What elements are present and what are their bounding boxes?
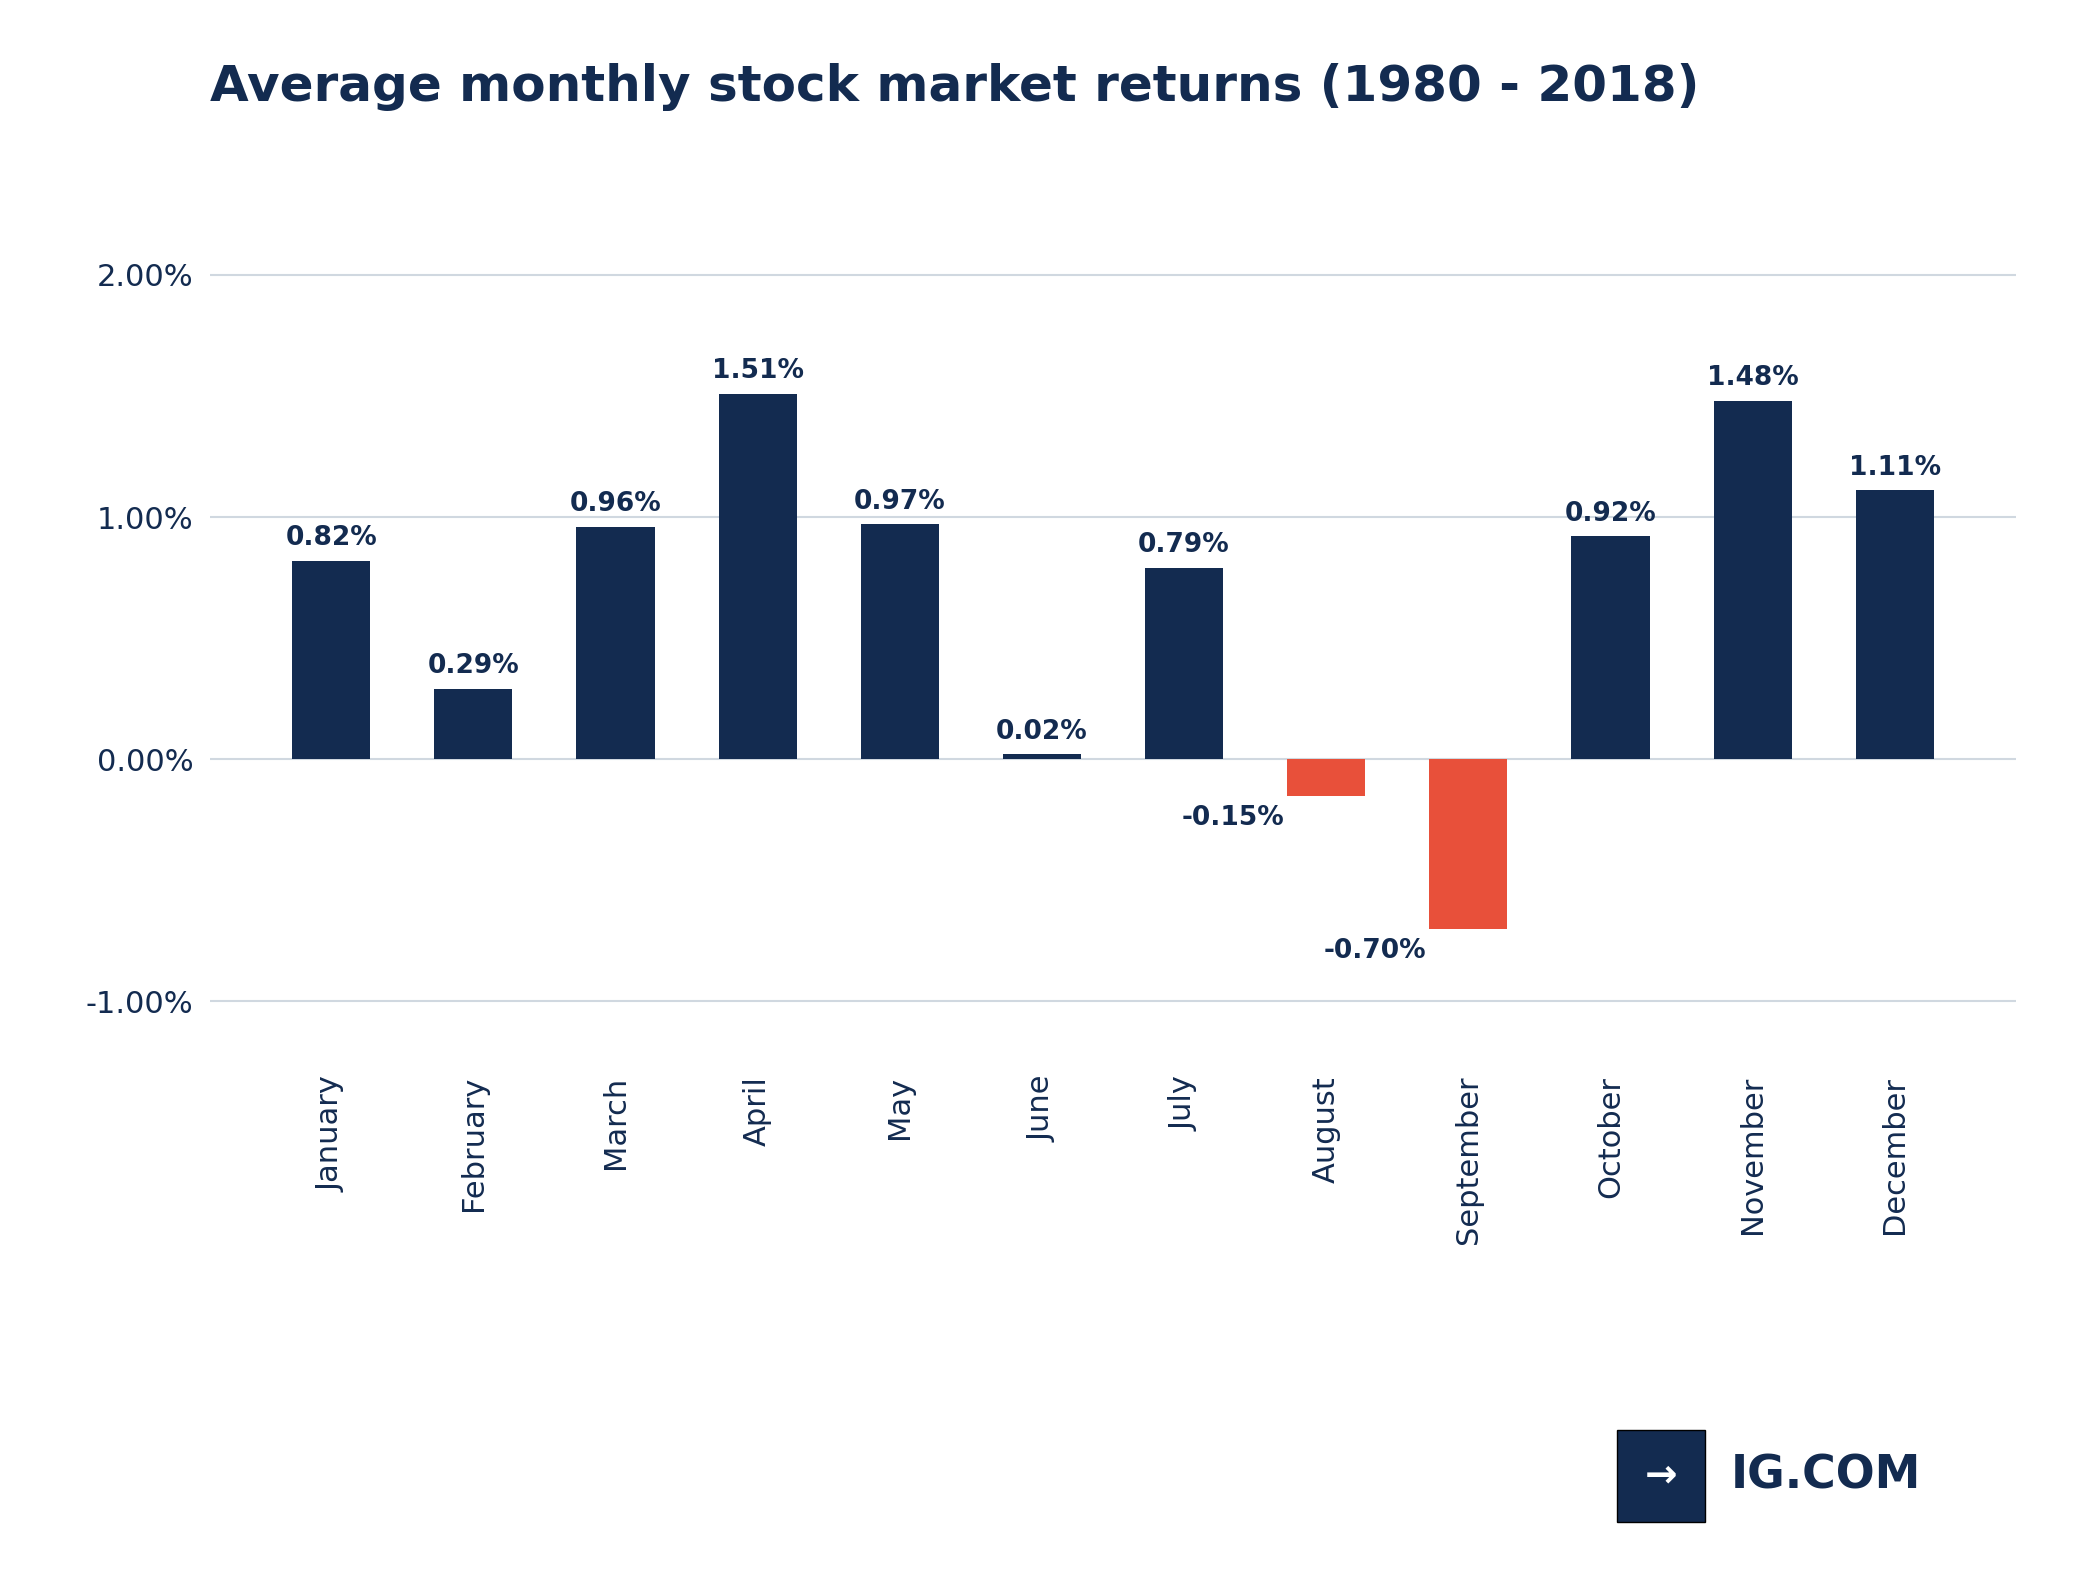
Bar: [861, 525, 939, 759]
Bar: [718, 393, 796, 759]
Text: -0.70%: -0.70%: [1323, 938, 1426, 964]
Bar: [575, 526, 655, 759]
Text: 0.29%: 0.29%: [428, 653, 519, 680]
Bar: [1144, 567, 1222, 759]
Text: 1.51%: 1.51%: [712, 358, 804, 384]
Bar: [1714, 401, 1791, 759]
Text: 0.96%: 0.96%: [569, 491, 662, 517]
Text: Average monthly stock market returns (1980 - 2018): Average monthly stock market returns (19…: [210, 63, 1699, 111]
Bar: [1430, 759, 1508, 929]
Text: -0.15%: -0.15%: [1182, 805, 1285, 831]
Text: 1.48%: 1.48%: [1707, 365, 1798, 391]
Bar: [1287, 759, 1365, 796]
Text: 0.02%: 0.02%: [995, 718, 1088, 745]
Text: 0.92%: 0.92%: [1564, 501, 1657, 526]
Text: 1.11%: 1.11%: [1848, 455, 1940, 480]
Text: 0.82%: 0.82%: [286, 525, 378, 552]
Text: →: →: [1644, 1457, 1678, 1495]
Bar: [435, 689, 512, 759]
Text: IG.COM: IG.COM: [1730, 1453, 1922, 1498]
Bar: [1856, 490, 1934, 759]
Bar: [1571, 536, 1651, 759]
Bar: [292, 561, 370, 759]
Text: 0.97%: 0.97%: [855, 488, 945, 515]
Text: 0.79%: 0.79%: [1138, 533, 1231, 558]
Bar: [1004, 754, 1082, 759]
